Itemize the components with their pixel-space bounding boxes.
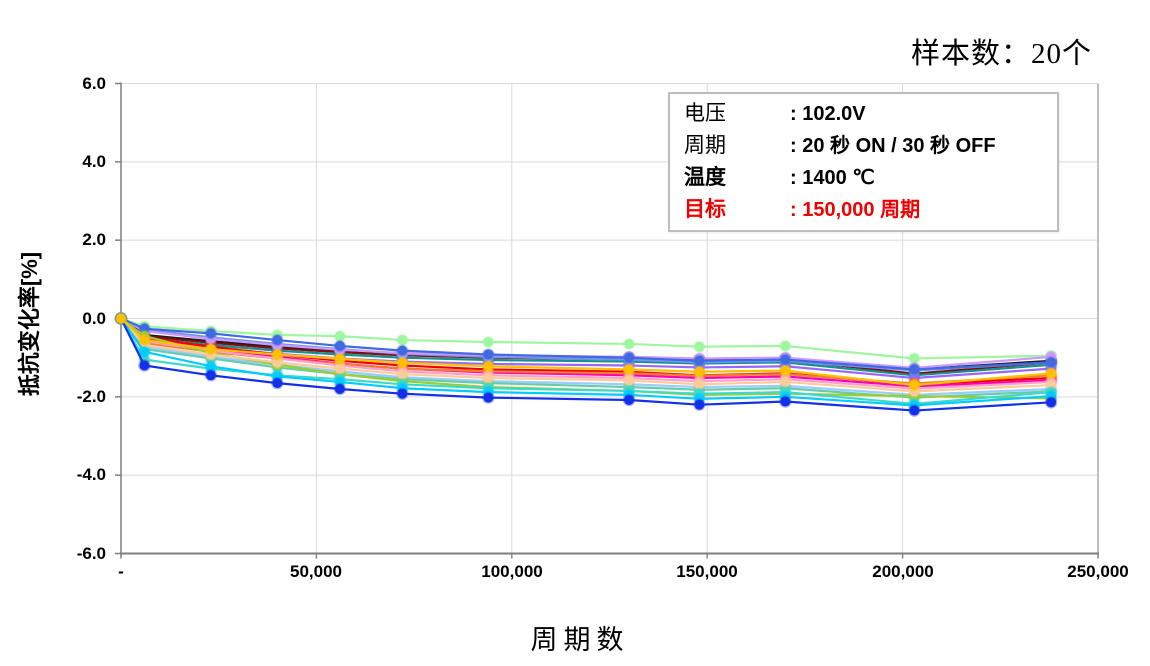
x-tick-label: 250,000 — [1067, 562, 1129, 581]
data-point-marker — [693, 365, 706, 379]
series-line — [120, 317, 1052, 369]
legend-row-target: 目标 : 150,000 周期 — [684, 198, 1057, 221]
data-point-marker — [396, 344, 409, 357]
voltage-label: 电压 — [684, 102, 726, 126]
series-line — [120, 317, 1052, 407]
temperature-value: : 1400 ℃ — [790, 167, 875, 189]
x-tick-label: 150,000 — [676, 562, 738, 581]
data-point-marker — [908, 378, 921, 392]
series-line — [120, 317, 1052, 396]
data-point-marker — [1044, 367, 1058, 380]
series-line — [120, 317, 1052, 399]
temperature-label: 温度 — [684, 166, 726, 190]
data-point-marker — [138, 333, 151, 347]
data-point-marker — [779, 364, 792, 377]
data-point-marker — [693, 354, 706, 368]
target-label: 目标 — [684, 198, 726, 222]
data-point-marker — [271, 348, 284, 361]
y-axis-title: 抵抗变化率[%] — [17, 251, 42, 397]
legend-row-cycle: 周期 : 20 秒 ON / 30 秒 OFF — [684, 134, 1057, 157]
data-point-marker — [333, 352, 347, 366]
data-point-marker — [138, 345, 151, 359]
series-sample-gold — [114, 312, 1058, 392]
series-line — [120, 317, 1052, 360]
series-sample-navy — [114, 312, 1058, 417]
data-point-marker — [333, 329, 347, 343]
legend-row-voltage: 电压 : 102.0V — [684, 102, 1057, 125]
target-value: : 150,000 周期 — [790, 199, 921, 221]
data-point-marker — [779, 395, 792, 408]
cycle-value: : 20 秒 ON / 30 秒 OFF — [790, 135, 996, 157]
data-point-marker — [482, 335, 495, 349]
y-tick-label: 2.0 — [82, 230, 106, 249]
data-point-marker — [138, 359, 151, 372]
data-point-marker — [482, 348, 495, 361]
cycle-label: 周期 — [684, 134, 726, 158]
data-point-marker — [693, 340, 706, 353]
data-point-marker — [333, 382, 347, 396]
data-point-marker — [204, 342, 218, 356]
data-point-marker — [271, 376, 284, 390]
data-point-marker — [204, 369, 218, 382]
data-point-marker — [779, 339, 792, 353]
series-sample-royalblue — [114, 312, 1058, 376]
data-point-marker — [779, 353, 792, 366]
data-point-marker — [482, 360, 495, 373]
y-tick-label: 4.0 — [82, 152, 106, 171]
data-point-marker — [396, 387, 409, 400]
sample-count-label: 样本数：20个 — [910, 38, 1092, 70]
x-axis-title: 周期数 — [530, 625, 630, 655]
test-conditions-box: 电压 : 102.0V 周期 : 20 秒 ON / 30 秒 OFF 温度 :… — [668, 92, 1059, 232]
data-point-marker — [693, 398, 706, 411]
y-tick-label: 6.0 — [82, 74, 106, 93]
data-point-marker — [622, 363, 636, 376]
x-tick-label: 200,000 — [872, 562, 934, 581]
data-point-marker — [114, 312, 128, 325]
legend-row-temperature: 温度 : 1400 ℃ — [684, 166, 1057, 189]
data-point-marker — [396, 367, 409, 381]
y-tick-label: -2.0 — [76, 387, 106, 406]
series-line — [120, 317, 1052, 387]
series-line — [120, 318, 1052, 412]
voltage-value: : 102.0V — [790, 103, 866, 125]
series-line — [120, 317, 1052, 372]
x-tick-label: 100,000 — [481, 562, 543, 581]
data-point-marker — [396, 356, 409, 370]
series-line — [120, 317, 1052, 371]
data-point-marker — [622, 337, 636, 351]
data-point-marker — [622, 393, 636, 407]
data-point-marker — [908, 363, 921, 376]
data-point-marker — [271, 333, 284, 347]
y-tick-label: -4.0 — [76, 465, 106, 484]
data-point-marker — [908, 404, 921, 417]
series-line — [120, 317, 1052, 377]
data-point-marker — [622, 351, 636, 364]
data-point-marker — [622, 374, 636, 387]
y-tick-label: 0.0 — [82, 309, 106, 328]
series-line — [120, 317, 1052, 393]
data-point-marker — [779, 375, 792, 389]
y-tick-label: -6.0 — [76, 544, 106, 563]
data-point-marker — [204, 327, 218, 340]
series-line — [120, 317, 1052, 405]
data-point-marker — [333, 339, 347, 353]
x-tick-label: 50,000 — [290, 562, 342, 581]
data-point-marker — [482, 391, 495, 404]
data-point-marker — [396, 333, 409, 347]
data-point-marker — [482, 371, 495, 385]
data-point-marker — [1044, 396, 1058, 409]
data-point-marker — [1044, 356, 1058, 369]
data-point-marker — [333, 362, 347, 375]
x-tick-label: - — [118, 562, 124, 581]
